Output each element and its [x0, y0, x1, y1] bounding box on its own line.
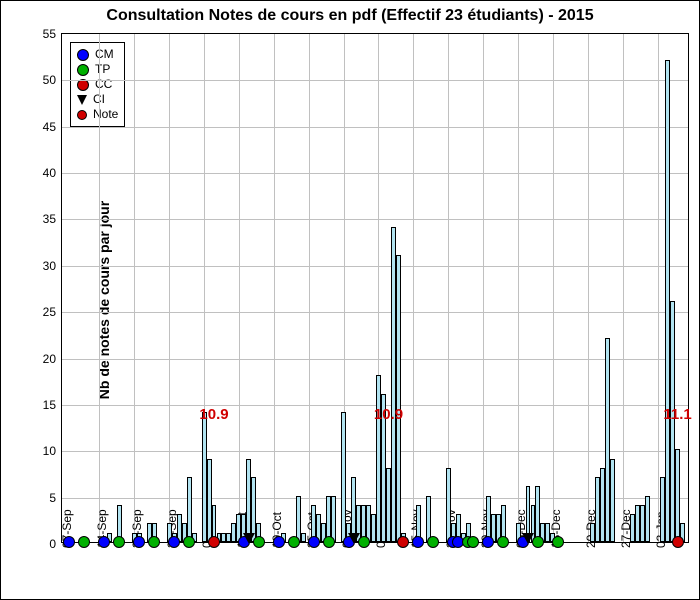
gridline-v: [483, 34, 484, 542]
ci-icon: [77, 95, 87, 105]
bar: [426, 496, 431, 542]
marker-tp: [288, 536, 300, 548]
annotation: 10.9: [199, 406, 228, 423]
marker-cc: [208, 536, 220, 548]
annotation: 10.9: [374, 406, 403, 423]
marker-tp: [532, 536, 544, 548]
marker-tp: [113, 536, 125, 548]
gridline-v: [658, 34, 659, 542]
marker-cm: [98, 536, 110, 548]
marker-tp: [497, 536, 509, 548]
legend-item: CI: [77, 92, 118, 107]
ytick-label: 20: [43, 352, 62, 366]
gridline-v: [623, 34, 624, 542]
ytick-label: 30: [43, 259, 62, 273]
chart-title: Consultation Notes de cours en pdf (Effe…: [1, 7, 699, 25]
ytick-label: 10: [43, 444, 62, 458]
marker-tp: [552, 536, 564, 548]
marker-cm: [133, 536, 145, 548]
bar: [331, 496, 336, 542]
marker-cc: [672, 536, 684, 548]
ytick-label: 25: [43, 305, 62, 319]
ytick-label: 45: [43, 120, 62, 134]
legend-item: Note: [77, 107, 118, 122]
note-icon: [77, 110, 87, 120]
gridline-h: [62, 359, 688, 360]
ytick-label: 35: [43, 212, 62, 226]
chart: Consultation Notes de cours en pdf (Effe…: [0, 0, 700, 600]
ytick-label: 40: [43, 166, 62, 180]
legend-label: CM: [95, 47, 114, 62]
gridline-h: [62, 498, 688, 499]
gridline-v: [588, 34, 589, 542]
ytick-label: 50: [43, 73, 62, 87]
gridline-h: [62, 80, 688, 81]
bar: [396, 255, 401, 542]
gridline-h: [62, 127, 688, 128]
gridline-v: [169, 34, 170, 542]
ytick-label: 15: [43, 398, 62, 412]
marker-tp: [78, 536, 90, 548]
plot-area: CMTPCCCINote 051015202530354045505507-Se…: [61, 33, 689, 543]
legend-item: CM: [77, 47, 118, 62]
gridline-h: [62, 451, 688, 452]
gridline-v: [134, 34, 135, 542]
legend-label: TP: [95, 62, 110, 77]
bar: [645, 496, 650, 542]
marker-cm: [168, 536, 180, 548]
legend-item: TP: [77, 62, 118, 77]
gridline-v: [448, 34, 449, 542]
tp-icon: [77, 64, 89, 76]
annotation: 11.1: [663, 406, 691, 423]
legend-label: CC: [95, 77, 112, 92]
marker-tp: [467, 536, 479, 548]
marker-cm: [412, 536, 424, 548]
marker-cc: [397, 536, 409, 548]
gridline-v: [239, 34, 240, 542]
marker-tp: [323, 536, 335, 548]
gridline-h: [62, 266, 688, 267]
marker-cm: [482, 536, 494, 548]
legend-item: CC: [77, 77, 118, 92]
ytick-label: 55: [43, 27, 62, 41]
gridline-h: [62, 219, 688, 220]
gridline-v: [99, 34, 100, 542]
legend-label: Note: [93, 107, 118, 122]
gridline-v: [309, 34, 310, 542]
marker-cm: [273, 536, 285, 548]
legend: CMTPCCCINote: [70, 42, 125, 127]
marker-cm: [308, 536, 320, 548]
gridline-v: [274, 34, 275, 542]
gridline-h: [62, 173, 688, 174]
marker-tp: [253, 536, 265, 548]
marker-cm: [63, 536, 75, 548]
gridline-v: [518, 34, 519, 542]
marker-tp: [183, 536, 195, 548]
marker-tp: [427, 536, 439, 548]
cm-icon: [77, 49, 89, 61]
marker-tp: [358, 536, 370, 548]
bar: [610, 459, 615, 542]
bar: [301, 533, 306, 542]
gridline-v: [553, 34, 554, 542]
marker-tp: [148, 536, 160, 548]
gridline-h: [62, 312, 688, 313]
ytick-label: 5: [49, 491, 62, 505]
gridline-v: [413, 34, 414, 542]
